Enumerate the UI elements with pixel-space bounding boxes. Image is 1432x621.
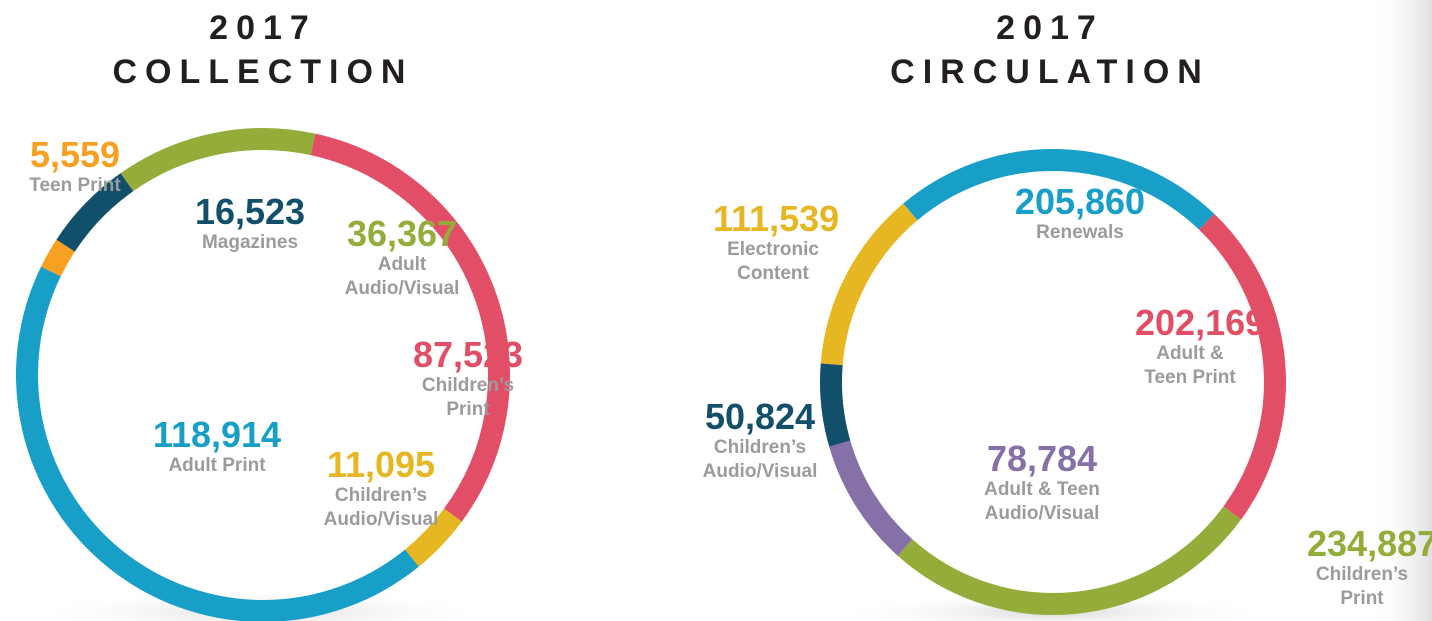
category-label: Children’s Print	[421, 375, 515, 420]
value-label: 87,523	[412, 334, 524, 375]
segment-label: 5,559 Teen Print	[0, 136, 175, 198]
category-label: Children’s Print	[1315, 564, 1409, 609]
edge-shade	[1370, 0, 1432, 621]
donut-segment	[1199, 213, 1286, 520]
segment-label: 16,523 Magazines	[150, 193, 350, 255]
segment-label: 36,367 Adult Audio/Visual	[332, 215, 472, 301]
value-label: 202,169	[1135, 302, 1266, 343]
donut-segment	[16, 266, 419, 621]
category-label: Children’s Audio/Visual	[323, 485, 439, 530]
segment-label: 111,539 Electronic Content	[713, 198, 840, 286]
category-label: Adult Print	[168, 455, 266, 476]
donut-segment	[829, 440, 913, 556]
value-label: 234,887	[1307, 523, 1432, 564]
chart-title: 2017 COLLECTION	[13, 6, 513, 94]
donut-segment	[404, 508, 462, 567]
value-label: 118,914	[152, 414, 282, 455]
category-label: Children’s Audio/Visual	[702, 437, 818, 482]
category-label: Renewals	[1036, 222, 1124, 243]
donut-segment	[120, 128, 316, 192]
category-label: Electronic Content	[727, 239, 819, 284]
segment-label: 50,824 Children’s Audio/Visual	[690, 398, 830, 484]
donut-segment	[310, 133, 510, 522]
title-line: 2017	[996, 9, 1104, 47]
donut-segment	[820, 363, 851, 447]
category-label: Magazines	[201, 232, 299, 253]
value-label: 16,523	[194, 191, 306, 232]
value-label: 205,860	[1014, 181, 1146, 222]
segment-label: 87,523 Children’s Print	[408, 336, 528, 422]
donut-segment	[897, 506, 1242, 615]
segment-label: 205,860 Renewals	[980, 183, 1180, 245]
category-label: Adult & Teen Audio/Visual	[984, 479, 1100, 524]
value-label: 50,824	[704, 396, 816, 437]
segment-label: 11,095 Children’s Audio/Visual	[311, 446, 451, 532]
value-label: 111,539	[713, 198, 840, 239]
value-label: 5,559	[29, 134, 121, 175]
segment-label: 202,169 Adult & Teen Print	[1135, 302, 1266, 390]
title-line: 2017	[209, 9, 317, 47]
category-label: Adult Audio/Visual	[344, 254, 460, 299]
segment-label: 234,887 Children’s Print	[1307, 523, 1432, 611]
subtitle-line: CIRCULATION	[890, 53, 1210, 91]
value-label: 36,367	[346, 213, 458, 254]
subtitle-line: COLLECTION	[112, 53, 414, 91]
segment-label: 78,784 Adult & Teen Audio/Visual	[972, 440, 1112, 526]
segment-label: 118,914 Adult Print	[117, 416, 317, 478]
donut-segment	[56, 173, 134, 252]
donut-segment	[903, 149, 1215, 230]
chart-title: 2017 CIRCULATION	[800, 6, 1300, 94]
value-label: 78,784	[986, 438, 1098, 479]
value-label: 11,095	[326, 444, 436, 485]
donut-segment	[820, 203, 918, 366]
category-label: Adult & Teen Print	[1144, 343, 1236, 388]
donut-segment	[40, 239, 75, 277]
category-label: Teen Print	[29, 175, 121, 196]
